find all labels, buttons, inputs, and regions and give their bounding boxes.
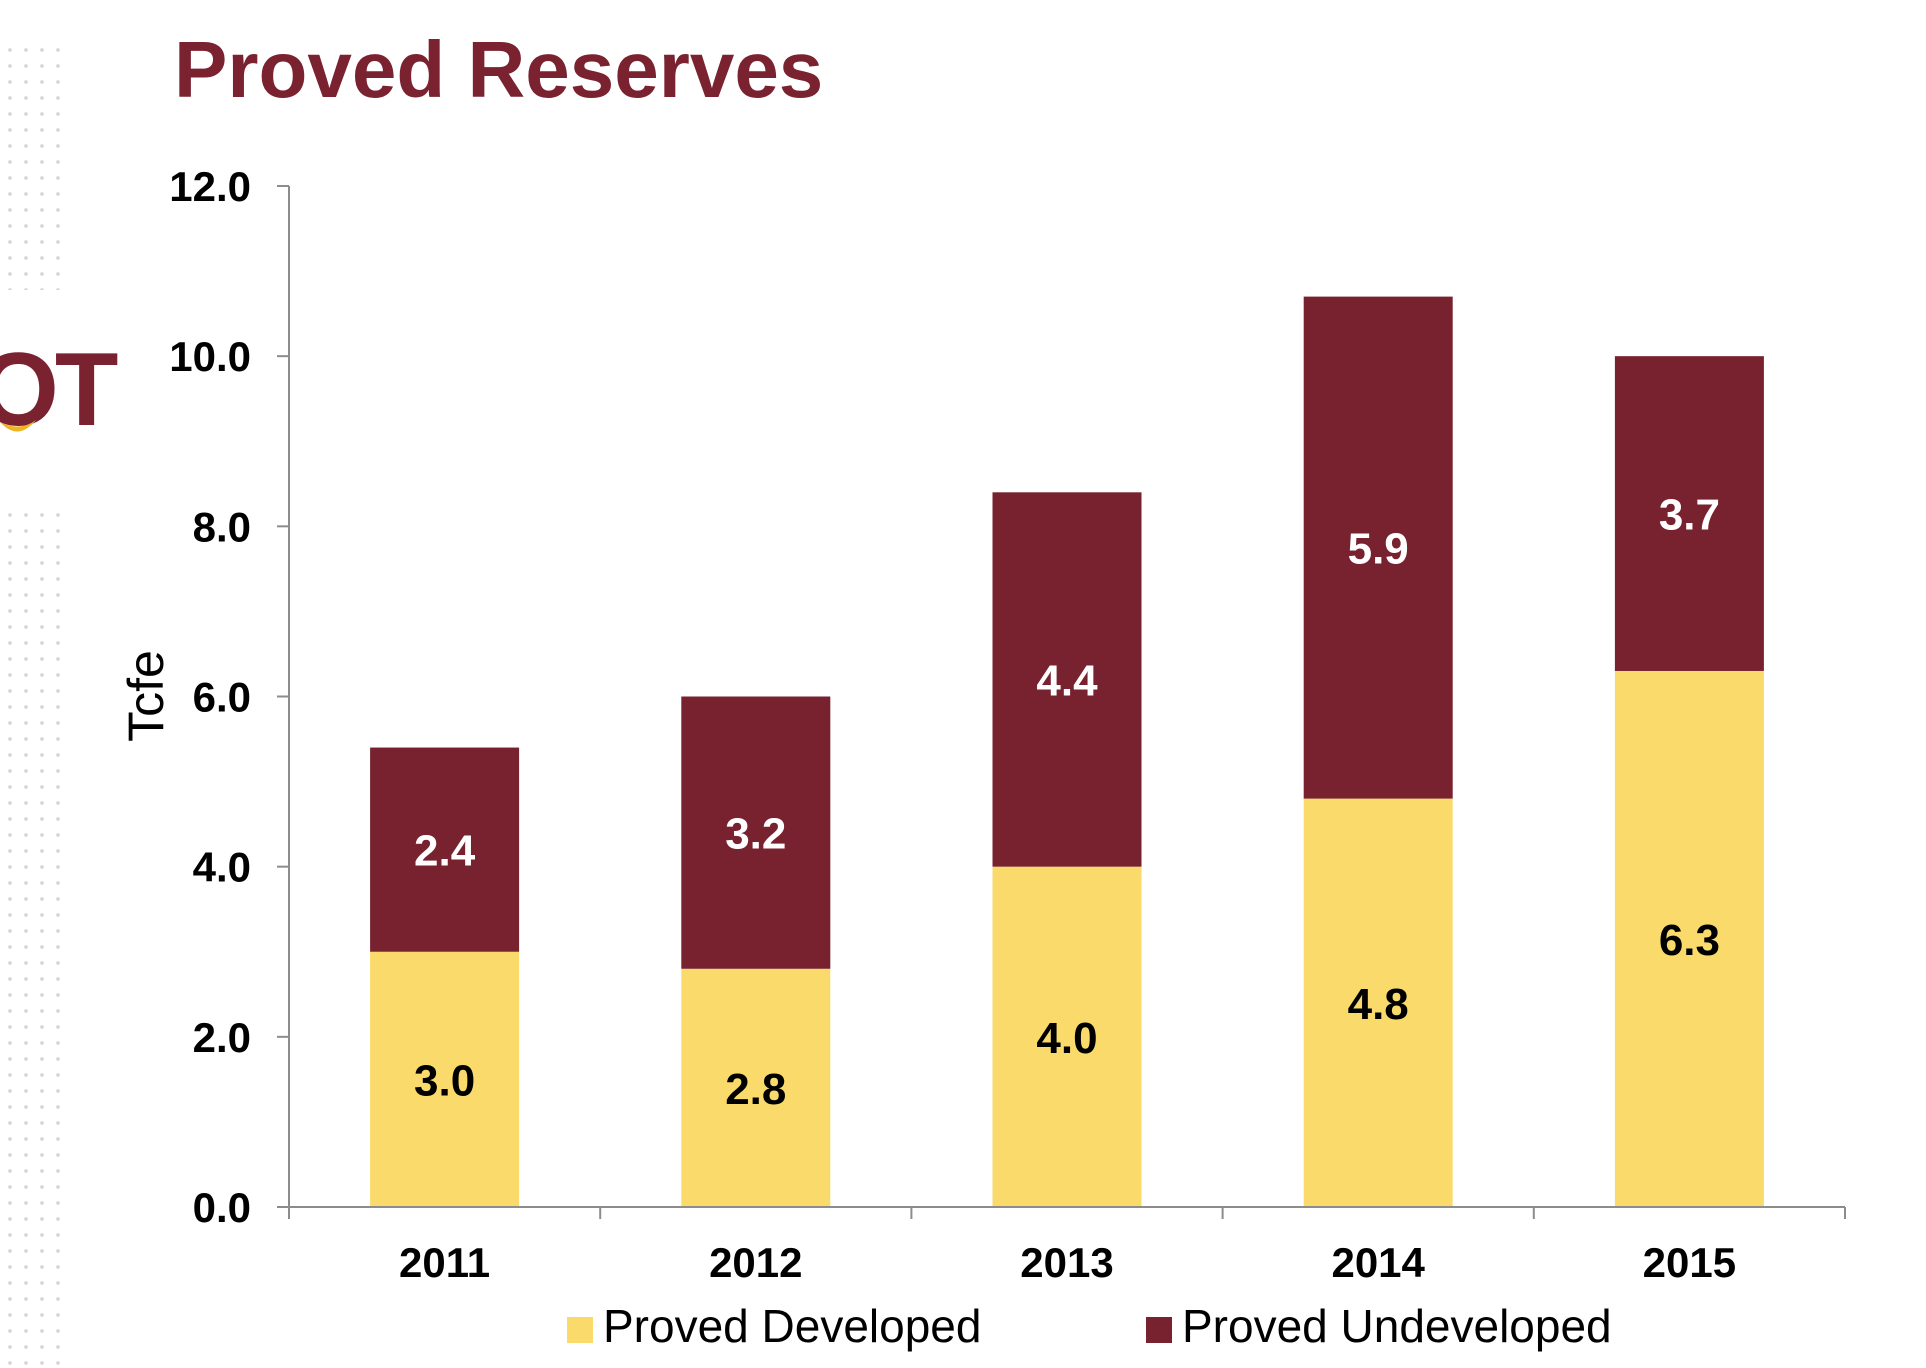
y-tick-label: 4.0: [193, 844, 251, 891]
bar-proved-undeveloped-2013: [992, 492, 1142, 867]
data-label-proved-developed-2015: 6.3: [1659, 916, 1720, 965]
x-axis-ticks: 2011 2012 2013 2014 2015: [288, 1207, 1846, 1286]
bars-group: [370, 296, 1764, 1207]
legend-label-proved-developed: Proved Developed: [603, 1300, 981, 1352]
data-label-proved-developed-2014: 4.8: [1348, 980, 1409, 1029]
y-axis-title: Tcfe: [118, 650, 174, 742]
y-tick-label: 2.0: [193, 1014, 251, 1061]
plot-area: 3.0 2.4 2.8 3.2 4.0 4.4 4.8 5.9 6.3 3.7 0.0 2.0 4.0…: [169, 163, 1846, 1286]
bar-proved-undeveloped-2012: [681, 696, 831, 969]
data-label-proved-undeveloped-2012: 3.2: [725, 810, 786, 859]
decorative-dot-pattern-top: [0, 40, 70, 290]
x-tick-label-2012: 2012: [709, 1239, 802, 1286]
data-label-proved-undeveloped-2014: 5.9: [1348, 525, 1409, 574]
y-tick-label: 10.0: [169, 333, 251, 380]
logo-swoosh-icon: [0, 420, 36, 432]
y-tick-label: 8.0: [193, 503, 251, 550]
legend-label-proved-undeveloped: Proved Undeveloped: [1182, 1300, 1612, 1352]
decorative-dot-pattern-bottom: [0, 505, 70, 1368]
legend: Proved Developed Proved Undeveloped: [567, 1300, 1612, 1352]
y-tick-label: 0.0: [193, 1184, 251, 1231]
bar-proved-undeveloped-2011: [370, 747, 520, 952]
bar-proved-developed-2013: [992, 866, 1142, 1207]
chart-title: Proved Reserves: [174, 25, 824, 114]
y-axis-ticks: 0.0 2.0 4.0 6.0 8.0 10.0 12.0: [169, 163, 289, 1231]
data-label-proved-developed-2011: 3.0: [414, 1056, 475, 1105]
bar-proved-developed-2011: [370, 951, 520, 1207]
data-label-proved-undeveloped-2013: 4.4: [1036, 656, 1098, 705]
bar-proved-undeveloped-2014: [1303, 296, 1453, 799]
bar-proved-developed-2012: [681, 968, 831, 1207]
data-label-proved-developed-2013: 4.0: [1036, 1014, 1097, 1063]
legend-swatch-proved-developed: [567, 1317, 593, 1343]
data-label-proved-undeveloped-2015: 3.7: [1659, 491, 1720, 540]
data-label-proved-developed-2012: 2.8: [725, 1065, 786, 1114]
bar-proved-undeveloped-2015: [1614, 356, 1764, 671]
x-tick-label-2015: 2015: [1643, 1239, 1736, 1286]
legend-item-proved-developed: Proved Developed: [567, 1300, 981, 1352]
data-label-proved-undeveloped-2011: 2.4: [414, 827, 476, 876]
x-tick-label-2013: 2013: [1020, 1239, 1113, 1286]
y-tick-label: 6.0: [193, 674, 251, 721]
legend-swatch-proved-undeveloped: [1146, 1317, 1172, 1343]
company-logo-fragment: OT: [0, 332, 118, 448]
segment-labels-group: 3.0 2.4 2.8 3.2 4.0 4.4 4.8 5.9 6.3 3.7: [414, 491, 1720, 1114]
x-tick-label-2014: 2014: [1331, 1239, 1425, 1286]
bar-proved-developed-2014: [1303, 798, 1453, 1207]
bar-proved-developed-2015: [1614, 670, 1764, 1207]
x-tick-label-2011: 2011: [399, 1239, 490, 1286]
legend-item-proved-undeveloped: Proved Undeveloped: [1146, 1300, 1612, 1352]
y-tick-label: 12.0: [169, 163, 251, 210]
